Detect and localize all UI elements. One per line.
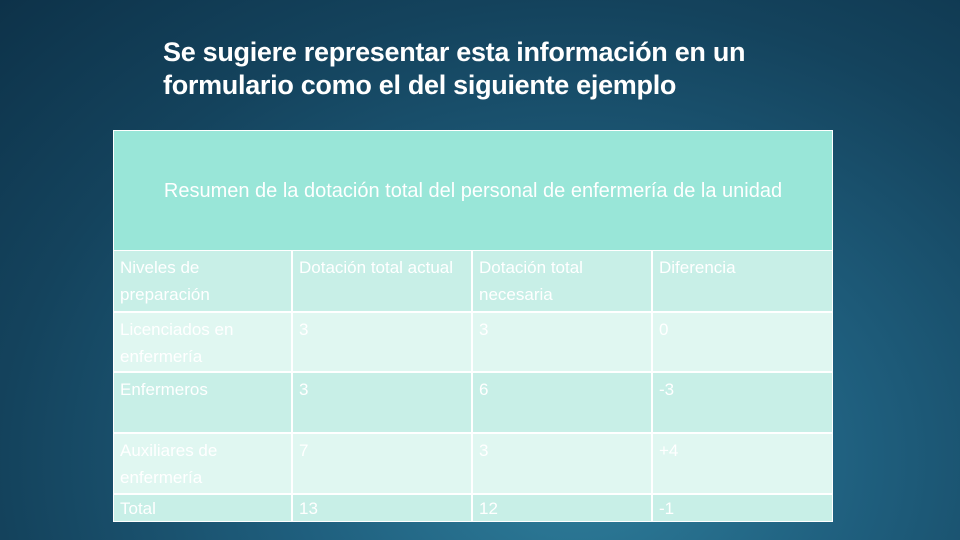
table-row-cell: Auxiliares de enfermería [114,434,291,493]
header-cell-difference: Diferencia [653,251,832,311]
table-row-cell: 3 [473,434,651,493]
table-row-cell-total: 12 [473,495,651,521]
table-row-cell: Licenciados en enfermería [114,313,291,371]
table-row-cell: 0 [653,313,832,371]
table-row-cell: +4 [653,434,832,493]
table-row-cell: 3 [293,373,471,432]
table-row-cell-total: Total [114,495,291,521]
table-row-cell: 7 [293,434,471,493]
staffing-table: Resumen de la dotación total del persona… [113,130,833,522]
table-row-cell: 6 [473,373,651,432]
slide-title-line-2: formulario como el del siguiente ejemplo [163,70,677,100]
table-row-cell-total: 13 [293,495,471,521]
table-row-cell: 3 [473,313,651,371]
table-row-cell: -3 [653,373,832,432]
header-cell-level: Niveles de preparación [114,251,291,311]
slide-title: Se sugiere representar esta información … [163,36,863,102]
header-cell-needed: Dotación total necesaria [473,251,651,311]
table-caption: Resumen de la dotación total del persona… [114,131,832,250]
header-cell-actual: Dotación total actual [293,251,471,311]
table-row-cell: Enfermeros [114,373,291,432]
table-row-cell: 3 [293,313,471,371]
slide-title-line-1: Se sugiere representar esta información … [163,37,746,67]
table-row-cell-total: -1 [653,495,832,521]
